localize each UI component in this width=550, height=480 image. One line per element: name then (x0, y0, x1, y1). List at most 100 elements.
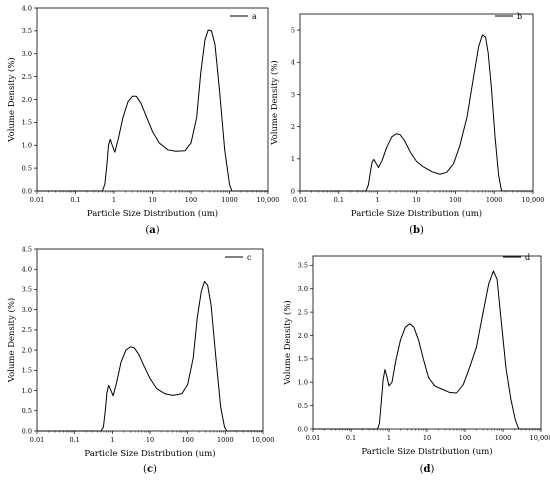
y-tick-label: 3.5 (22, 27, 32, 35)
y-tick-label: 2.0 (298, 332, 308, 340)
caption-close-paren: ) (420, 225, 424, 236)
x-tick-label: 0.01 (30, 436, 44, 444)
caption-letter: c (147, 464, 153, 475)
y-tick-label: 2.5 (22, 326, 32, 334)
x-tick-label: 0.01 (306, 434, 320, 442)
y-tick-label: 5 (291, 26, 295, 34)
chart-panel-d: 0.01 0.1 1 10 100 1000 10,000 0.0 0.5 1.0 1.5 2.0 2.… (282, 253, 550, 475)
x-tick-label: 0.01 (30, 196, 44, 204)
y-tick-label: 3.0 (22, 306, 32, 314)
legend-label: b (517, 12, 522, 21)
x-tick-label: 1 (387, 434, 391, 442)
caption-open-paren: ( (143, 464, 147, 475)
x-tick-label: 100 (449, 196, 461, 204)
caption-open-paren: ( (145, 225, 149, 236)
y-tick-label: 3.5 (22, 286, 32, 294)
y-tick-label: 0 (291, 187, 295, 195)
x-axis-label: Particle Size Distribution (um) (84, 448, 215, 459)
x-tick-label: 1000 (221, 196, 238, 204)
caption-letter: d (424, 464, 431, 475)
y-tick-label: 0.5 (298, 402, 308, 410)
y-tick-label: 2.5 (298, 308, 308, 316)
panel-caption: (c) (143, 464, 157, 475)
caption-letter: a (149, 225, 156, 236)
y-tick-label: 4.5 (22, 245, 32, 253)
panel-caption: (d) (420, 464, 435, 475)
x-tick-label: 1000 (217, 436, 234, 444)
x-tick-label: 0.1 (334, 196, 344, 204)
y-tick-label: 4.0 (22, 4, 32, 12)
x-tick-label: 10,000 (252, 436, 275, 444)
series-line-b (300, 34, 533, 192)
caption-letter: b (413, 225, 420, 236)
y-tick-label: 4 (291, 59, 295, 67)
y-tick-label: 2.0 (22, 346, 32, 354)
y-tick-label: 1 (291, 155, 295, 163)
x-tick-label: 1000 (495, 434, 512, 442)
y-tick-label: 0.5 (22, 407, 32, 415)
x-tick-label: 0.1 (69, 436, 79, 444)
x-axis-label: Particle Size Distribution (um) (361, 446, 492, 457)
x-tick-label: 10 (412, 196, 420, 204)
series-line-d (313, 270, 541, 430)
chart-panel-c: 0.01 0.1 1 10 100 1000 10,000 0.0 0.5 1.0 1.5 2.0 2.… (6, 245, 274, 475)
x-tick-label: 1 (376, 196, 380, 204)
plot-frame (36, 7, 269, 192)
chart-panel-a: 0.01 0.1 1 10 100 1000 10,000 0.0 0.5 1.0 1.5 2.0 2.… (6, 4, 279, 236)
panel-caption: (a) (145, 225, 159, 236)
y-tick-label: 3.5 (298, 262, 308, 270)
y-axis-label: Volume Density (%) (282, 300, 293, 386)
y-tick-label: 1.5 (22, 367, 32, 375)
y-tick-label: 3.0 (298, 285, 308, 293)
panel-caption: (b) (409, 225, 424, 236)
y-tick-label: 0.0 (22, 427, 32, 435)
caption-open-paren: ( (420, 464, 424, 475)
y-tick-label: 0.5 (22, 164, 32, 172)
y-tick-label: 1.5 (22, 119, 32, 127)
y-axis-label: Volume Density (%) (6, 298, 17, 384)
x-tick-label: 10 (146, 436, 154, 444)
x-tick-label: 0.1 (70, 196, 80, 204)
x-tick-label: 10 (148, 196, 156, 204)
legend-label: a (252, 12, 257, 21)
y-axis-label: Volume Density (%) (6, 57, 17, 143)
y-tick-label: 3.0 (22, 50, 32, 58)
y-tick-label: 1.0 (22, 142, 32, 150)
x-tick-label: 0.01 (293, 196, 307, 204)
y-tick-label: 2.0 (22, 96, 32, 104)
y-tick-label: 1.0 (22, 387, 32, 395)
series-line-c (37, 280, 263, 432)
x-axis-label: Particle Size Distribution (um) (87, 208, 218, 219)
y-tick-label: 1.0 (298, 379, 308, 387)
x-tick-label: 100 (185, 196, 197, 204)
x-tick-label: 0.1 (346, 434, 356, 442)
y-tick-label: 2.5 (22, 73, 32, 81)
legend-label: d (525, 253, 530, 262)
y-tick-label: 2 (291, 123, 295, 131)
caption-close-paren: ) (431, 464, 435, 475)
x-tick-label: 1 (110, 436, 114, 444)
x-tick-label: 1 (112, 196, 116, 204)
y-tick-label: 1.5 (298, 355, 308, 363)
x-tick-label: 100 (459, 434, 471, 442)
x-tick-label: 10,000 (257, 196, 280, 204)
x-axis-label: Particle Size Distribution (um) (351, 208, 482, 219)
y-tick-label: 3 (291, 91, 295, 99)
plot-frame (312, 255, 542, 430)
x-tick-label: 10,000 (530, 434, 550, 442)
y-tick-label: 0.0 (22, 187, 32, 195)
y-tick-label: 0.0 (298, 425, 308, 433)
x-tick-label: 10 (423, 434, 431, 442)
caption-open-paren: ( (409, 225, 413, 236)
y-axis-label: Volume Density (%) (269, 60, 280, 146)
caption-close-paren: ) (156, 225, 160, 236)
legend-label: c (247, 253, 252, 262)
chart-panel-b: 0.01 0.1 1 10 100 1000 10,000 0 1 2 3 4 5 Particle Si… (269, 12, 544, 236)
y-tick-label: 4.0 (22, 266, 32, 274)
x-tick-label: 100 (181, 436, 193, 444)
x-tick-label: 10,000 (522, 196, 545, 204)
caption-close-paren: ) (153, 464, 157, 475)
x-tick-label: 1000 (486, 196, 503, 204)
series-line-a (37, 29, 268, 192)
